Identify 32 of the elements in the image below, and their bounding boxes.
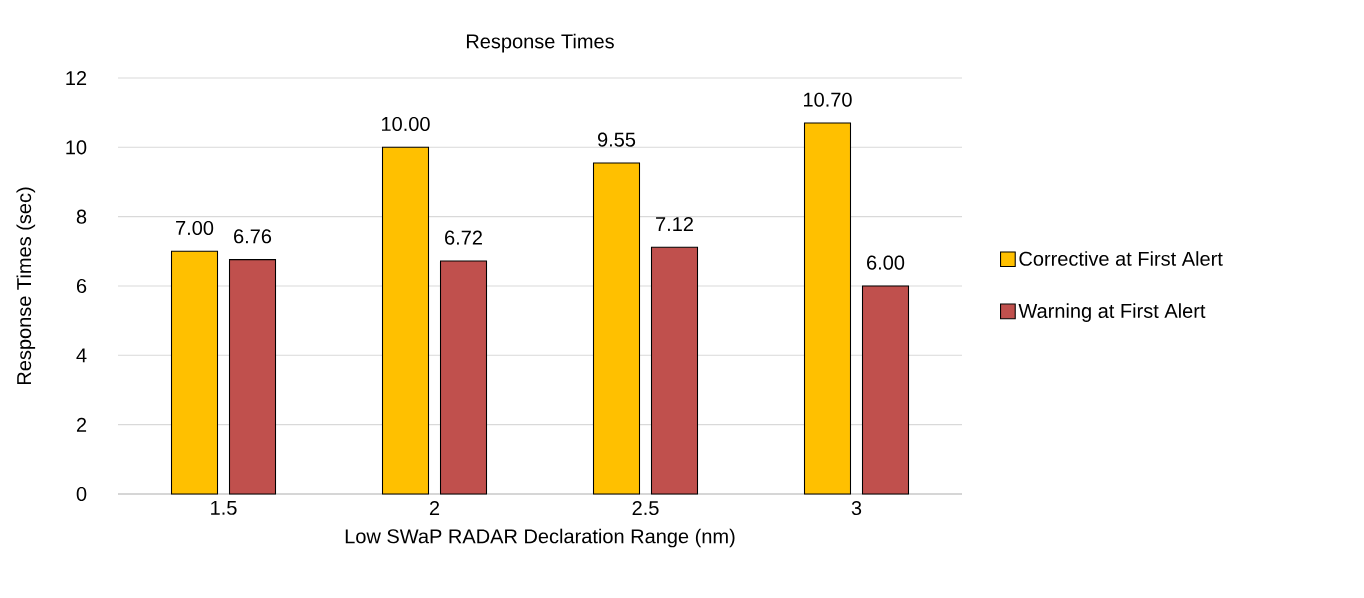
bar	[439, 260, 488, 495]
bar	[803, 122, 852, 495]
x-tick-label: 3	[851, 500, 862, 516]
x-tick-label: 1.5	[211, 500, 237, 515]
data-label: 7.00	[176, 220, 214, 236]
bar	[861, 285, 910, 495]
bar	[650, 246, 699, 495]
data-label: 10.00	[382, 116, 430, 132]
y-tick-label: 0	[76, 486, 87, 502]
bar	[381, 146, 430, 495]
chart-title: Response Times	[466, 33, 614, 53]
data-label: 6.00	[867, 255, 905, 270]
y-tick-label: 12	[66, 71, 87, 85]
x-tick-label: 2.5	[632, 500, 659, 516]
data-label: 6.76	[234, 229, 272, 244]
y-tick-label: 2	[76, 417, 87, 432]
bar	[592, 162, 641, 495]
bar	[170, 250, 219, 495]
legend-label: Corrective at First Alert	[1019, 251, 1223, 266]
y-tick-label: 4	[76, 348, 87, 363]
data-label: 7.12	[656, 216, 693, 231]
y-tick-label: 8	[76, 209, 87, 224]
data-label: 10.70	[804, 92, 852, 107]
bar	[228, 259, 277, 495]
y-axis-title: Response Times (sec)	[16, 187, 36, 385]
data-label: 9.55	[597, 132, 636, 147]
legend-label: Warning at First Alert	[1018, 303, 1206, 322]
y-tick-label: 10	[66, 140, 87, 155]
y-tick-label: 6	[76, 278, 87, 294]
data-label: 6.72	[445, 230, 482, 245]
x-tick-label: 2	[429, 500, 440, 515]
x-axis-title: Low SWaP RADAR Declaration Range (nm)	[345, 528, 735, 548]
